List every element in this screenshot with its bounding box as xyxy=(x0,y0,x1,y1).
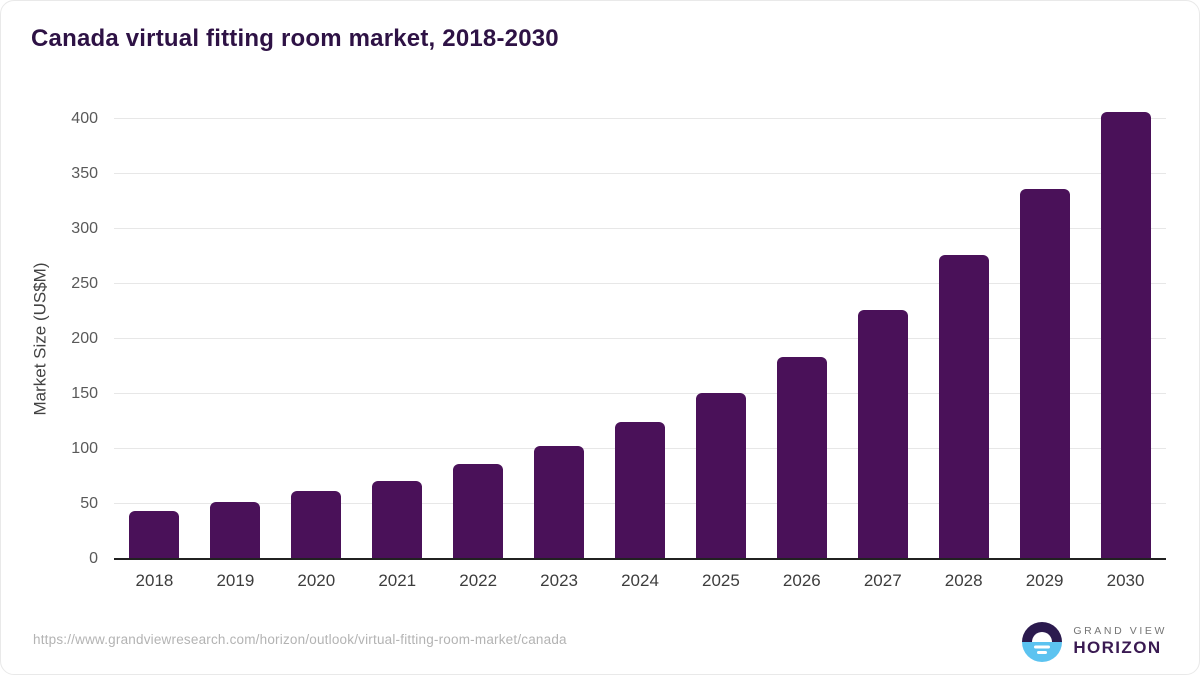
bar-column-2021 xyxy=(357,119,438,559)
bar-column-2018 xyxy=(114,119,195,559)
y-tick-label-350: 350 xyxy=(71,165,98,182)
y-tick-label-250: 250 xyxy=(71,275,98,292)
y-tick-label-0: 0 xyxy=(89,550,98,567)
x-tick-label-2025: 2025 xyxy=(702,571,740,590)
y-axis-title-text: Market Size (US$M) xyxy=(31,262,50,416)
x-tick-label-2029: 2029 xyxy=(1025,571,1064,590)
brand-logo: GRAND VIEW HORIZON xyxy=(1020,619,1167,665)
bar-column-2023 xyxy=(519,119,600,559)
y-tick-label-100: 100 xyxy=(71,440,98,457)
bar-2030 xyxy=(1100,112,1151,559)
bar-column-2028 xyxy=(923,119,1004,559)
bar-2028 xyxy=(938,255,989,559)
bar-column-2025 xyxy=(680,119,761,559)
x-tick-label-2024: 2024 xyxy=(621,571,659,590)
plot-area: 0 50 100 150 200 250 300 350 400 Market Size (US… xyxy=(31,110,1166,590)
bar-2025 xyxy=(695,392,746,559)
bar-2023 xyxy=(534,445,585,559)
y-tick-label-300: 300 xyxy=(71,220,98,237)
x-tick-label-2023: 2023 xyxy=(540,571,578,590)
bar-2024 xyxy=(614,421,665,559)
x-axis-labels: 2018 2019 2020 2021 2022 2023 2024 2025 2026 2027… xyxy=(114,571,1166,591)
bar-column-2029 xyxy=(1004,119,1085,559)
gridline-200 xyxy=(114,338,1166,339)
x-axis-line xyxy=(114,558,1166,560)
x-tick-label-2027: 2027 xyxy=(863,571,902,590)
gridline-300 xyxy=(114,228,1166,229)
y-tick-label-150: 150 xyxy=(71,385,98,402)
x-tick-label-2030: 2030 xyxy=(1106,571,1145,590)
bar-2020 xyxy=(291,490,342,559)
bar-2021 xyxy=(372,480,423,559)
bar-2018 xyxy=(129,510,180,559)
bar-column-2022 xyxy=(438,119,519,559)
grand-view-horizon-icon xyxy=(1022,622,1063,662)
bar-column-2020 xyxy=(276,119,357,559)
x-tick-label-2028: 2028 xyxy=(944,571,983,590)
bar-column-2026 xyxy=(761,119,842,559)
bar-column-2024 xyxy=(600,119,681,559)
y-axis-ticks: 0 50 100 150 200 250 300 350 400 xyxy=(1,110,98,567)
bar-column-2019 xyxy=(195,119,276,559)
bar-column-2027 xyxy=(842,119,923,559)
brand-text: GRAND VIEW HORIZON xyxy=(1073,624,1167,658)
bar-2019 xyxy=(210,501,261,559)
bar-column-2030 xyxy=(1085,112,1166,559)
page-title: Canada virtual fitting room market, 2018… xyxy=(31,25,559,52)
source-url: https://www.grandviewresearch.com/horizo… xyxy=(33,632,567,647)
gridline-250 xyxy=(114,283,1166,284)
gridline-400 xyxy=(114,118,1166,119)
y-tick-label-400: 400 xyxy=(71,110,98,127)
y-tick-label-200: 200 xyxy=(71,330,98,347)
x-tick-label-2018: 2018 xyxy=(135,571,174,590)
x-tick-label-2022: 2022 xyxy=(459,571,498,590)
x-tick-label-2021: 2021 xyxy=(378,571,417,590)
gridline-150 xyxy=(114,393,1166,394)
bar-series xyxy=(114,112,1166,559)
brand-name-top: GRAND VIEW xyxy=(1073,624,1167,637)
x-tick-label-2020: 2020 xyxy=(297,571,336,590)
bar-2022 xyxy=(453,464,504,559)
bar-2026 xyxy=(776,356,827,559)
brand-name-bottom: HORIZON xyxy=(1073,638,1162,658)
x-tick-label-2026: 2026 xyxy=(782,571,821,590)
gridline-350 xyxy=(114,173,1166,174)
bar-2027 xyxy=(857,310,908,559)
bar-2029 xyxy=(1019,189,1070,559)
y-tick-label-50: 50 xyxy=(80,495,98,512)
x-tick-label-2019: 2019 xyxy=(216,571,255,590)
